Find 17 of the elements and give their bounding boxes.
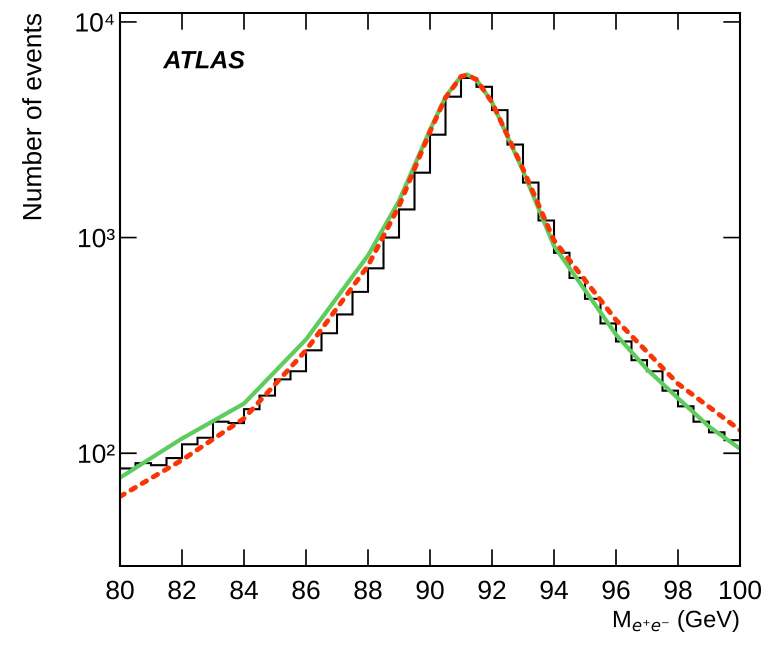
x-tick-label: 94 xyxy=(540,580,568,600)
x-tick-label: 86 xyxy=(292,580,320,600)
annotation: ATLAS xyxy=(162,50,245,69)
x-tick-label: 100 xyxy=(720,580,761,600)
x-tick-label: 82 xyxy=(168,580,196,600)
y-tick-label: 10² xyxy=(79,444,115,464)
x-tick-label: 80 xyxy=(106,580,134,600)
x-tick-label: 92 xyxy=(478,580,506,600)
x-tick-label: 90 xyxy=(416,580,444,600)
x-tick-label: 84 xyxy=(230,580,258,600)
y-axis-title: Number of events xyxy=(22,14,42,220)
y-tick-label: 10⁴ xyxy=(76,13,114,32)
x-tick-label: 96 xyxy=(602,580,630,600)
x-tick-label: 98 xyxy=(664,580,692,600)
x-tick-label: 88 xyxy=(354,580,382,600)
x-axis-title: M$_{e⁺e⁻}$ (GeV) xyxy=(614,610,738,632)
y-tick-label: 10³ xyxy=(79,228,115,248)
